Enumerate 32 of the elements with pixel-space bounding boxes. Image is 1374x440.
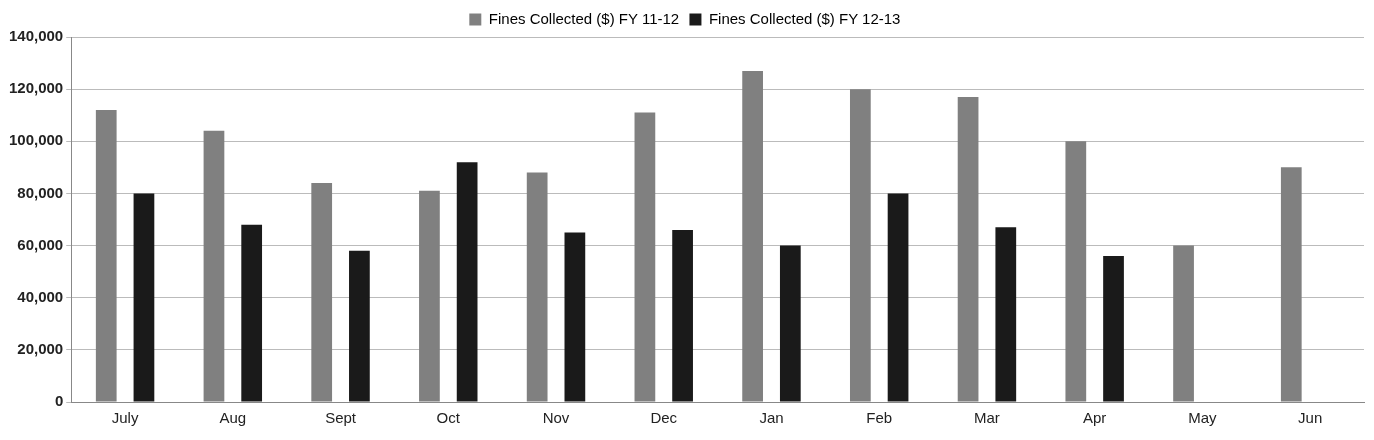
legend-label: Fines Collected ($) FY 12-13 [708,9,901,27]
bar [887,193,909,402]
y-tick-label: 120,000 [8,79,64,97]
bar [133,193,155,402]
y-tick-label: 60,000 [17,235,64,253]
x-tick-label: July [111,409,139,427]
x-tick-label: Oct [436,409,461,427]
y-tick-label: 0 [54,392,64,410]
legend-label: Fines Collected ($) FY 11-12 [488,9,680,27]
x-tick-label: Mar [974,409,1000,427]
x-tick-label: Dec [650,409,678,427]
x-tick-label: Feb [866,409,893,427]
bar [1103,256,1124,402]
bar [241,224,263,402]
x-tick-label: May [1188,409,1218,427]
x-tick-label: Jan [759,409,784,427]
y-tick-label: 40,000 [17,287,64,305]
y-tick-label: 100,000 [8,131,64,149]
y-tick-label: 20,000 [17,340,64,357]
x-tick-label: Jun [1298,409,1323,427]
y-tick-label: 140,000 [8,27,64,45]
bar [995,227,1017,402]
bar [349,250,370,402]
bar [779,245,801,402]
y-tick-label: 80,000 [17,183,64,201]
x-tick-label: Sept [325,409,357,427]
x-tick-label: Nov [542,409,570,427]
bar [456,162,478,402]
x-tick-label: Aug [219,409,247,427]
x-tick-label: Apr [1083,409,1107,427]
bar [564,232,586,402]
bar [672,229,693,402]
